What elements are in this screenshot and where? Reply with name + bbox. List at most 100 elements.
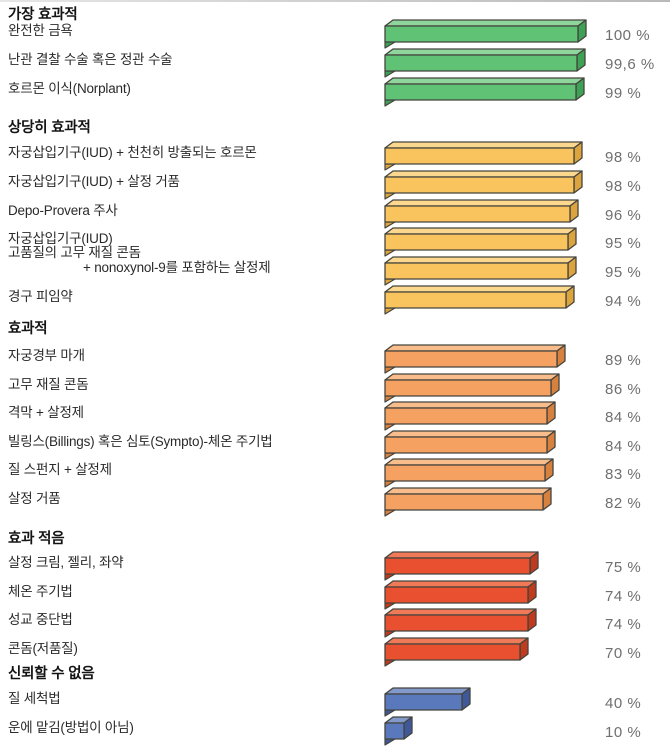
bar <box>384 687 471 717</box>
method-label: 격막 + 살정제 <box>8 405 84 420</box>
bar-front-face <box>384 379 552 397</box>
percent-label: 40 % <box>605 695 642 712</box>
percent-label: 74 % <box>605 588 642 605</box>
percent-label: 99,6 % <box>605 56 655 73</box>
bar <box>384 373 560 403</box>
bar-front-face <box>384 54 578 72</box>
percent-label: 95 % <box>605 264 642 281</box>
percent-label: 82 % <box>605 495 642 512</box>
percent-label: 74 % <box>605 616 642 633</box>
bar-top-face <box>384 637 529 645</box>
bar-notch <box>384 99 396 107</box>
bar-notch <box>384 659 396 667</box>
bar-top-face <box>384 48 586 56</box>
bar <box>384 77 585 107</box>
percent-label: 98 % <box>605 149 642 166</box>
method-label-line2: + nonoxynol-9를 포함하는 살정제 <box>83 260 271 275</box>
method-label: 체온 주기법 <box>8 584 73 599</box>
percent-label: 75 % <box>605 559 642 576</box>
bar <box>384 170 583 200</box>
bar-top-face <box>384 458 554 466</box>
percent-label: 89 % <box>605 352 642 369</box>
bar-notch <box>384 738 396 746</box>
method-label: 콘돔(저품질) <box>8 641 78 656</box>
bar-front-face <box>384 83 577 101</box>
bar-front-face <box>384 407 548 425</box>
bar-top-face <box>384 430 556 438</box>
method-label: 운에 맡김(방법이 아님) <box>8 720 134 735</box>
bar-top-face <box>384 580 537 588</box>
bar <box>384 227 577 257</box>
percent-label: 84 % <box>605 409 642 426</box>
bar-front-face <box>384 557 531 575</box>
bar-top-face <box>384 285 575 293</box>
bar-front-face <box>384 643 521 661</box>
percent-label: 100 % <box>605 27 651 44</box>
percent-label: 95 % <box>605 235 642 252</box>
bar <box>384 141 583 171</box>
section-header: 가장 효과적 <box>8 7 78 23</box>
bar-front-face <box>384 176 575 194</box>
section-header: 효과적 <box>8 321 48 337</box>
method-label: 경구 피임약 <box>8 289 73 304</box>
bar <box>384 199 579 229</box>
section-header: 신뢰할 수 없음 <box>8 666 95 682</box>
method-label: Depo-Provera 주사 <box>8 203 118 218</box>
bar-top-face <box>384 373 560 381</box>
bar <box>384 285 575 315</box>
method-label: 질 스펀지 + 살정제 <box>8 462 112 477</box>
percent-label: 84 % <box>605 438 642 455</box>
percent-label: 99 % <box>605 85 642 102</box>
bar-front-face <box>384 262 569 280</box>
bar-top-face <box>384 19 587 27</box>
bar-top-face <box>384 141 583 149</box>
bar-notch <box>384 307 396 315</box>
bar-front-face <box>384 291 567 309</box>
method-label-line1: 고품질의 고무 재질 콘돔 <box>8 245 141 260</box>
section-header: 효과 적음 <box>8 531 65 547</box>
method-label: 자궁삽입기구(IUD) + 살정 거품 <box>8 174 180 189</box>
bar-top-face <box>384 401 556 409</box>
percent-label: 10 % <box>605 724 642 741</box>
top-divider <box>0 0 670 2</box>
method-label: 고무 재질 콘돔 <box>8 377 89 392</box>
percent-label: 86 % <box>605 381 642 398</box>
bar <box>384 637 529 667</box>
method-label: 완전한 금욕 <box>8 23 73 38</box>
bar <box>384 256 577 286</box>
bar <box>384 608 537 638</box>
method-label: 자궁삽입기구(IUD) <box>8 231 113 246</box>
bar-top-face <box>384 344 566 352</box>
bar <box>384 551 539 581</box>
bar-front-face <box>384 722 405 740</box>
bar-front-face <box>384 614 529 632</box>
bar <box>384 401 556 431</box>
method-label: 난관 결찰 수술 혹은 정관 수술 <box>8 52 173 67</box>
bar <box>384 430 556 460</box>
bar <box>384 19 587 49</box>
bar-top-face <box>384 170 583 178</box>
bar-front-face <box>384 233 569 251</box>
method-label: 성교 중단법 <box>8 612 73 627</box>
bar-top-face <box>384 256 577 264</box>
bar <box>384 458 554 488</box>
bar-front-face <box>384 436 548 454</box>
bar-front-face <box>384 693 463 711</box>
bar-front-face <box>384 25 579 43</box>
bar-front-face <box>384 205 571 223</box>
method-label: 빌링스(Billings) 혹은 심토(Sympto)-체온 주기법 <box>8 434 273 449</box>
method-label: 질 세척법 <box>8 691 61 706</box>
method-label: 자궁삽입기구(IUD) + 천천히 방출되는 호르몬 <box>8 145 257 160</box>
bar-top-face <box>384 551 539 559</box>
method-label: 살정 거품 <box>8 491 61 506</box>
percent-label: 98 % <box>605 178 642 195</box>
bar-notch <box>384 509 396 517</box>
percent-label: 94 % <box>605 293 642 310</box>
method-label: 살정 크림, 젤리, 좌약 <box>8 555 124 570</box>
method-label: 고품질의 고무 재질 콘돔 + nonoxynol-9를 포함하는 살정제 <box>8 245 380 275</box>
bar-top-face <box>384 227 577 235</box>
bar-top-face <box>384 687 471 695</box>
bar-front-face <box>384 586 529 604</box>
bar <box>384 48 586 78</box>
section-header: 상당히 효과적 <box>8 120 91 136</box>
